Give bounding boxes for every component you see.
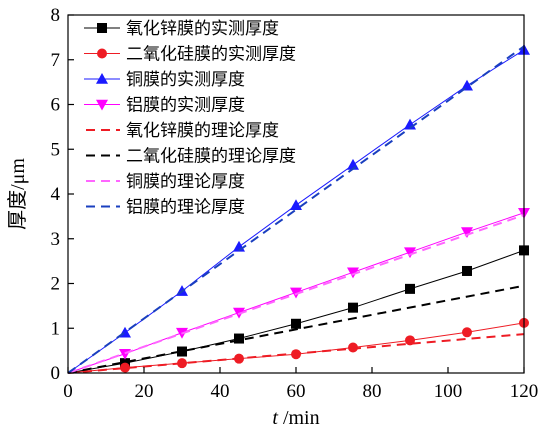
y-axis: 0 1 2 3 4 5 6 7 8 — [51, 5, 74, 384]
data-point — [290, 199, 302, 210]
legend-label: 二氧化硅膜的实测厚度 — [126, 45, 296, 65]
legend-label: 氧化锌膜的理论厚度 — [126, 121, 279, 141]
data-point — [119, 348, 131, 360]
series-6 — [67, 284, 525, 374]
x-axis-label: t /min — [272, 407, 319, 429]
data-point — [348, 302, 358, 313]
data-point — [291, 318, 301, 329]
legend-label: 铜膜的实测厚度 — [126, 70, 245, 90]
data-point — [404, 247, 416, 259]
legend-item: 铜膜的理论厚度 — [86, 172, 245, 192]
legend: 氧化锌膜的实测厚度二氧化硅膜的实测厚度铜膜的实测厚度铝膜的实测厚度氧化锌膜的理论… — [84, 19, 296, 218]
legend-item: 氧化锌膜的实测厚度 — [84, 19, 279, 39]
y-tick-label: 0 — [51, 363, 61, 384]
plot-series — [67, 43, 530, 374]
legend-label: 铜膜的理论厚度 — [126, 172, 245, 192]
data-point — [177, 358, 187, 369]
series-7 — [67, 214, 525, 374]
legend-label: 铝膜的实测厚度 — [126, 96, 245, 116]
legend-item: 氧化锌膜的理论厚度 — [86, 121, 279, 141]
legend-label: 铝膜的理论厚度 — [126, 198, 245, 218]
data-point — [461, 227, 473, 239]
x-tick-label: 40 — [211, 381, 230, 402]
y-tick-label: 7 — [51, 50, 61, 71]
series-5 — [67, 333, 525, 374]
legend-item: 二氧化硅膜的理论厚度 — [86, 147, 296, 167]
data-point — [347, 158, 359, 170]
y-tick-label: 2 — [51, 274, 61, 295]
x-tick-label: 60 — [287, 381, 306, 402]
data-point — [234, 333, 244, 344]
y-tick-label: 6 — [51, 95, 61, 116]
theory-line — [67, 284, 525, 374]
x-tick-label: 0 — [63, 381, 73, 402]
legend-marker — [97, 48, 107, 59]
legend-item: 二氧化硅膜的实测厚度 — [84, 45, 296, 65]
legend-marker — [97, 23, 107, 33]
series-8 — [67, 45, 525, 374]
data-point — [405, 283, 415, 294]
legend-label: 氧化锌膜的实测厚度 — [126, 19, 279, 39]
data-point — [177, 346, 187, 357]
series-line — [67, 322, 525, 374]
data-point — [347, 267, 359, 279]
x-tick-label: 100 — [434, 381, 463, 402]
x-tick-label: 20 — [135, 381, 154, 402]
y-tick-label: 5 — [51, 139, 61, 160]
theory-line — [67, 214, 525, 374]
x-tick-label: 120 — [510, 381, 539, 402]
series-4 — [67, 207, 530, 374]
data-point — [462, 265, 472, 276]
y-tick-label: 4 — [51, 184, 61, 205]
legend-item: 铝膜的实测厚度 — [84, 96, 245, 116]
y-tick-label: 3 — [51, 229, 61, 250]
legend-marker — [96, 73, 108, 84]
y-tick-label: 1 — [51, 318, 61, 339]
x-tick-label: 80 — [363, 381, 382, 402]
y-tick-label: 8 — [51, 5, 61, 26]
legend-item: 铝膜的理论厚度 — [86, 198, 245, 218]
data-point — [462, 327, 472, 338]
data-point — [120, 362, 130, 373]
data-point — [461, 79, 473, 91]
legend-marker — [96, 99, 108, 111]
data-point — [348, 342, 358, 353]
y-axis-label: 厚度/μm — [6, 158, 29, 230]
x-axis: 0 20 40 60 80 100 120 — [63, 367, 538, 402]
theory-line — [67, 45, 525, 374]
legend-label: 二氧化硅膜的理论厚度 — [126, 147, 296, 167]
theory-line — [67, 333, 525, 374]
legend-item: 铜膜的实测厚度 — [84, 70, 245, 90]
